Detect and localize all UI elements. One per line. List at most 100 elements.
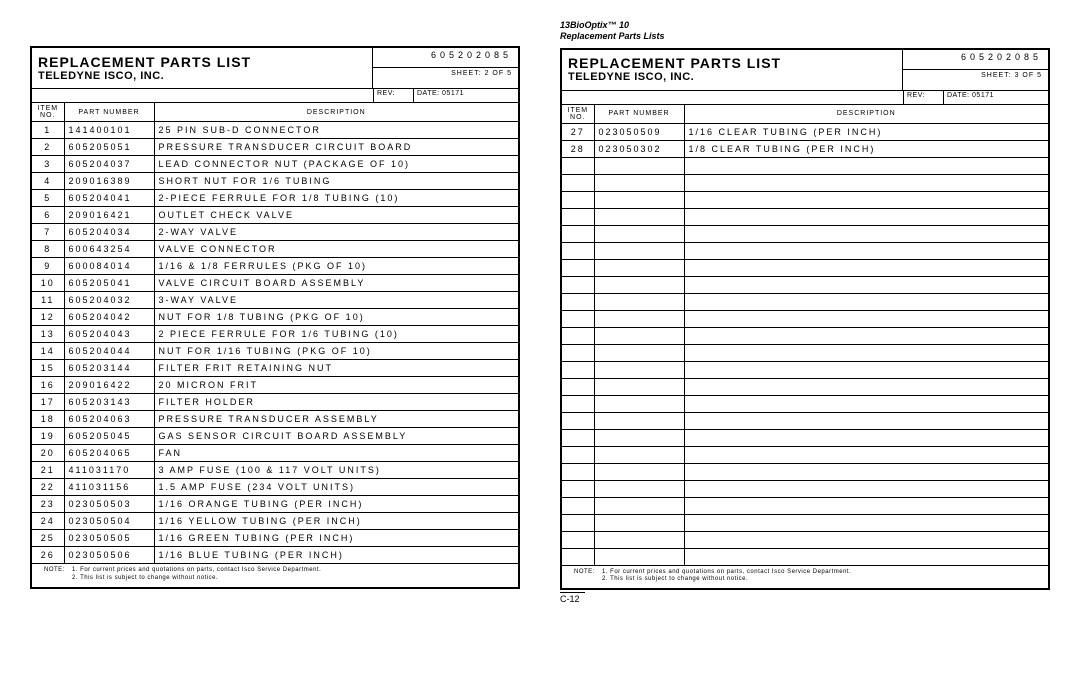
cell-empty (594, 514, 684, 531)
cell-empty (594, 378, 684, 395)
table-row: 230230505031/16 ORANGE TUBING (PER INCH) (32, 496, 518, 513)
note-label: NOTE: (574, 569, 595, 577)
cell-description: 1/8 CLEAR TUBING (PER INCH) (684, 140, 1048, 157)
table-header-row: ITEMNO. PART NUMBER DESCRIPTION (562, 105, 1048, 124)
cell-part-number: 411031170 (64, 462, 154, 479)
cell-empty (594, 412, 684, 429)
col-part-number: PART NUMBER (64, 103, 154, 122)
cell-empty (594, 157, 684, 174)
table-row: 2605205051PRESSURE TRANSDUCER CIRCUIT BO… (32, 139, 518, 156)
cell-item-no: 2 (32, 139, 64, 156)
cell-empty (562, 327, 594, 344)
cell-part-number: 141400101 (64, 122, 154, 139)
cell-item-no: 23 (32, 496, 64, 513)
sheet-header: REPLACEMENT PARTS LIST TELEDYNE ISCO, IN… (562, 50, 1048, 91)
note-line-1: 1. For current prices and quotations on … (72, 567, 512, 575)
cell-empty (594, 310, 684, 327)
cell-description: 1/16 ORANGE TUBING (PER INCH) (154, 496, 518, 513)
cell-description: 3-WAY VALVE (154, 292, 518, 309)
table-row-empty (562, 480, 1048, 497)
table-row: 20605204065FAN (32, 445, 518, 462)
table-row: 4209016389SHORT NUT FOR 1/6 TUBING (32, 173, 518, 190)
table-row: 17605203143FILTER HOLDER (32, 394, 518, 411)
cell-empty (594, 497, 684, 514)
cell-empty (684, 378, 1048, 395)
cell-description: 2-PIECE FERRULE FOR 1/8 TUBING (10) (154, 190, 518, 207)
cell-part-number: 605205051 (64, 139, 154, 156)
cell-part-number: 605204044 (64, 343, 154, 360)
table-row: 270230505091/16 CLEAR TUBING (PER INCH) (562, 123, 1048, 140)
page-wrapper: REPLACEMENT PARTS LIST TELEDYNE ISCO, IN… (20, 20, 1060, 604)
cell-part-number: 023050503 (64, 496, 154, 513)
cell-empty (562, 412, 594, 429)
col-item-no: ITEMNO. (562, 105, 594, 124)
cell-empty (684, 208, 1048, 225)
cell-part-number: 605204034 (64, 224, 154, 241)
cell-item-no: 16 (32, 377, 64, 394)
cell-item-no: 14 (32, 343, 64, 360)
table-row-empty (562, 293, 1048, 310)
table-row-empty (562, 548, 1048, 565)
cell-empty (684, 157, 1048, 174)
parts-tbody-1: 270230505091/16 CLEAR TUBING (PER INCH)2… (562, 123, 1048, 565)
cell-empty (684, 463, 1048, 480)
cell-part-number: 605204063 (64, 411, 154, 428)
cell-empty (562, 259, 594, 276)
cell-empty (684, 497, 1048, 514)
col-item-no: ITEMNO. (32, 103, 64, 122)
cell-empty (684, 310, 1048, 327)
cell-empty (594, 242, 684, 259)
cell-description: SHORT NUT FOR 1/6 TUBING (154, 173, 518, 190)
cell-empty (594, 480, 684, 497)
rev-date-row: REV: DATE: 05171 (32, 89, 518, 103)
cell-empty (562, 174, 594, 191)
cell-empty (684, 480, 1048, 497)
cell-description: 1/16 YELLOW TUBING (PER INCH) (154, 513, 518, 530)
title-cell: REPLACEMENT PARTS LIST TELEDYNE ISCO, IN… (32, 48, 373, 88)
cell-empty (562, 344, 594, 361)
cell-empty (594, 395, 684, 412)
table-row-empty (562, 463, 1048, 480)
cell-item-no: 25 (32, 530, 64, 547)
note-line-2: 2. This list is subject to change withou… (72, 575, 512, 583)
table-row: 240230505041/16 YELLOW TUBING (PER INCH) (32, 513, 518, 530)
cell-item-no: 11 (32, 292, 64, 309)
cell-part-number: 209016389 (64, 173, 154, 190)
table-row-empty (562, 395, 1048, 412)
table-row-empty (562, 497, 1048, 514)
doc-header-line2: Replacement Parts Lists (560, 31, 1050, 42)
cell-empty (594, 429, 684, 446)
note-block: NOTE: 1. For current prices and quotatio… (32, 564, 518, 587)
table-row: 12605204042NUT FOR 1/8 TUBING (PKG OF 10… (32, 309, 518, 326)
table-row: 1620901642220 MICRON FRIT (32, 377, 518, 394)
table-row: 116052040323-WAY VALVE (32, 292, 518, 309)
table-row-empty (562, 429, 1048, 446)
cell-empty (684, 514, 1048, 531)
cell-description: VALVE CIRCUIT BOARD ASSEMBLY (154, 275, 518, 292)
sheet-3: 13BioOptix™ 10 Replacement Parts Lists R… (560, 20, 1050, 604)
table-row: 114140010125 PIN SUB-D CONNECTOR (32, 122, 518, 139)
table-row: 10605205041VALVE CIRCUIT BOARD ASSEMBLY (32, 275, 518, 292)
cell-empty (562, 225, 594, 242)
table-row-empty (562, 531, 1048, 548)
col-description: DESCRIPTION (684, 105, 1048, 124)
date-label: DATE: 05171 (413, 89, 518, 102)
sheet-frame: REPLACEMENT PARTS LIST TELEDYNE ISCO, IN… (560, 48, 1050, 591)
cell-description: OUTLET CHECK VALVE (154, 207, 518, 224)
cell-item-no: 20 (32, 445, 64, 462)
table-row-empty (562, 327, 1048, 344)
cell-empty (684, 361, 1048, 378)
table-row-empty (562, 259, 1048, 276)
cell-item-no: 6 (32, 207, 64, 224)
table-row: 250230505051/16 GREEN TUBING (PER INCH) (32, 530, 518, 547)
cell-empty (594, 361, 684, 378)
cell-empty (562, 395, 594, 412)
cell-empty (562, 497, 594, 514)
rev-date-row: REV: DATE: 05171 (562, 91, 1048, 105)
title-cell: REPLACEMENT PARTS LIST TELEDYNE ISCO, IN… (562, 50, 903, 90)
cell-empty (562, 378, 594, 395)
cell-item-no: 12 (32, 309, 64, 326)
table-row-empty (562, 191, 1048, 208)
cell-empty (562, 531, 594, 548)
note-line-2: 2. This list is subject to change withou… (602, 576, 1042, 584)
